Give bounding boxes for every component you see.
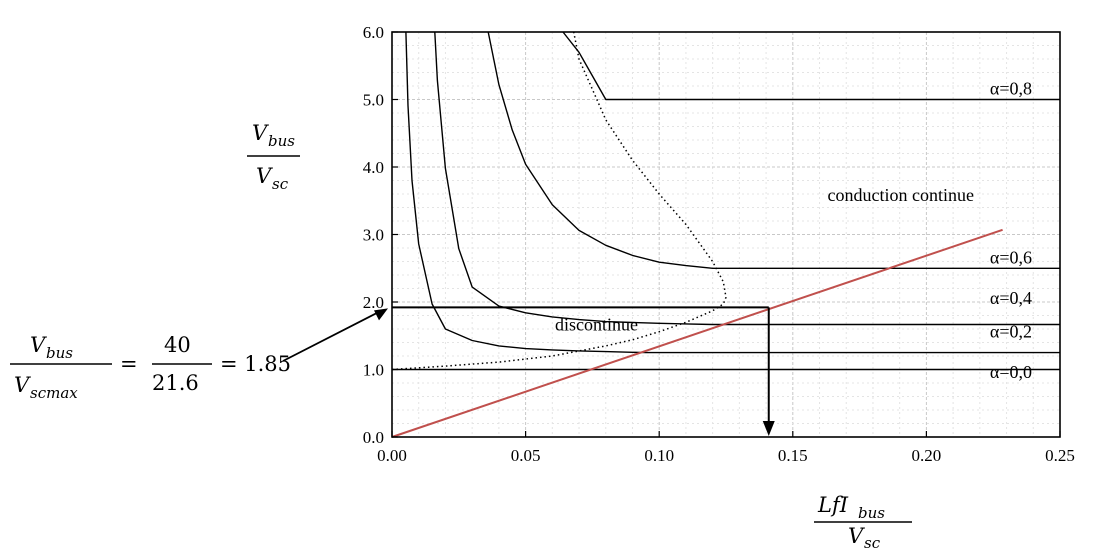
- series-group: [391, 31, 1060, 438]
- y-label-num: V: [252, 121, 269, 145]
- y-label-den: V: [256, 164, 273, 188]
- x-tick-label: 0.10: [644, 446, 674, 465]
- down-arrow-head: [762, 421, 775, 436]
- eq-den: V: [14, 373, 31, 397]
- alpha-label: α=0,2: [990, 322, 1032, 342]
- x-label-den: V: [848, 524, 865, 548]
- region-label: conduction continue: [828, 185, 974, 205]
- tick-labels: 0.00 0.05 0.10 0.15 0.20 0.25 0.0 1.0 2.0 3.0 4.0 5…: [363, 23, 1075, 465]
- alpha-label: α=0,8: [990, 79, 1032, 99]
- y-tick-label: 0.0: [363, 428, 384, 447]
- grid: [391, 31, 1061, 438]
- eq-frac-num: 40: [164, 333, 191, 357]
- y-tick-label: 4.0: [363, 158, 384, 177]
- x-label-den-sub: sc: [864, 534, 881, 548]
- series-line-02: [405, 31, 1060, 354]
- y-tick-label: 2.0: [363, 293, 384, 312]
- annotations: α=0,8 α=0,6 α=0,4 α=0,2 α=0,0 conduction cont…: [282, 79, 1032, 436]
- plot-frame: [391, 31, 1061, 438]
- load-line: [391, 228, 1003, 438]
- eq-num-sub: bus: [46, 344, 73, 362]
- x-axis-label: LfI bus V sc: [814, 493, 912, 548]
- y-label-den-sub: sc: [272, 175, 289, 193]
- equation-arrow-head: [374, 308, 388, 321]
- x-label-num-sub: bus: [858, 504, 885, 522]
- equation: V bus V scmax = 40 21.6 = 1.85: [10, 333, 291, 402]
- y-tick-label: 6.0: [363, 23, 384, 42]
- eq-num: V: [30, 333, 47, 357]
- y-axis-label: V bus V sc: [247, 121, 300, 193]
- x-tick-label: 0.15: [778, 446, 808, 465]
- eq-frac-den: 21.6: [152, 371, 199, 395]
- eq-equals: =: [120, 352, 138, 376]
- x-tick-label: 0.20: [912, 446, 942, 465]
- alpha-label: α=0,0: [990, 362, 1032, 382]
- x-label-num: LfI: [817, 493, 849, 517]
- equation-arrow: [282, 312, 377, 362]
- y-tick-label: 1.0: [363, 361, 384, 380]
- y-tick-label: 5.0: [363, 91, 384, 110]
- x-tick-label: 0.25: [1045, 446, 1075, 465]
- alpha-label: α=0,4: [990, 288, 1032, 308]
- region-label: discontinue: [555, 314, 638, 334]
- x-tick-label: 0.00: [377, 446, 407, 465]
- y-tick-label: 3.0: [363, 226, 384, 245]
- series-line-04: [434, 31, 1060, 326]
- series-line-06: [487, 31, 1060, 269]
- eq-result: = 1.85: [220, 352, 291, 376]
- y-label-num-sub: bus: [268, 132, 295, 150]
- x-tick-label: 0.05: [511, 446, 541, 465]
- eq-den-sub: scmax: [30, 384, 78, 402]
- alpha-label: α=0,6: [990, 247, 1032, 267]
- series-line-08: [562, 31, 1060, 101]
